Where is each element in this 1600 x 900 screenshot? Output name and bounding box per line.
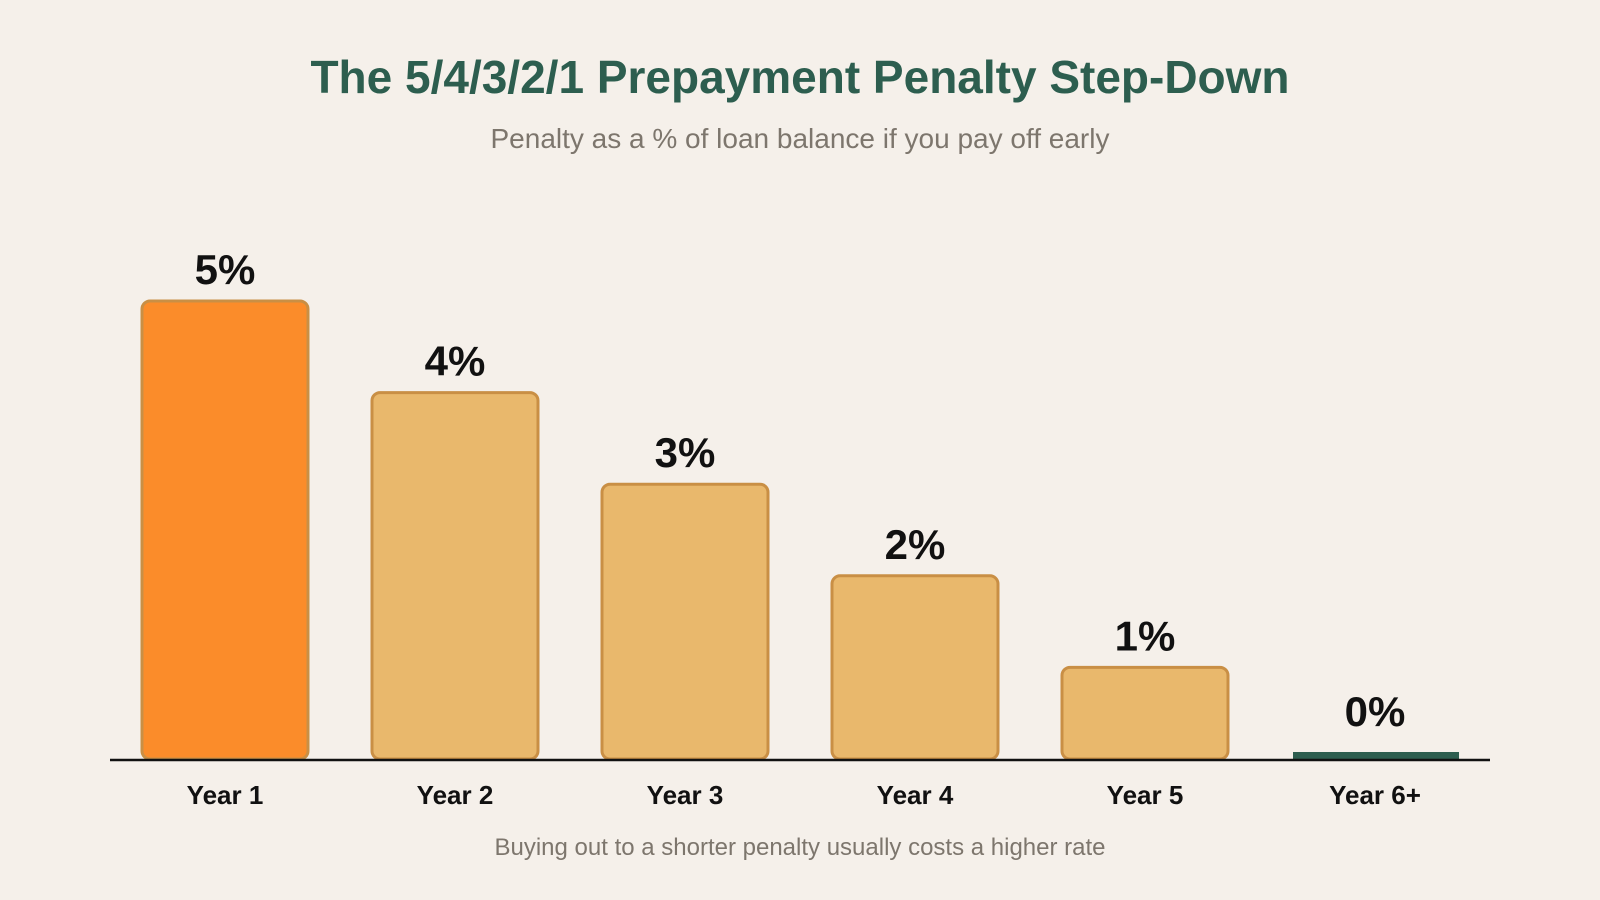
plot-area: 5% Year 1 4% Year 2 3% Year 3 2% Year 4 1% Year 5…	[140, 246, 1459, 810]
value-label: 4%	[425, 338, 486, 385]
value-label: 3%	[655, 429, 716, 476]
x-tick-label: Year 3	[647, 780, 724, 810]
value-label: 1%	[1115, 612, 1176, 659]
chart-subtitle: Penalty as a % of loan balance if you pa…	[491, 123, 1110, 154]
bar-year-2	[370, 391, 540, 761]
chart-footnote: Buying out to a shorter penalty usually …	[494, 834, 1105, 861]
chart-title: The 5/4/3/2/1 Prepayment Penalty Step-Do…	[310, 51, 1289, 103]
bar-year-6	[1293, 752, 1459, 759]
bar-year-3	[600, 482, 770, 761]
x-tick-label: Year 2	[417, 780, 494, 810]
bar-year-5	[1060, 665, 1230, 761]
value-label: 0%	[1345, 688, 1406, 735]
x-tick-label: Year 1	[187, 780, 264, 810]
x-tick-label: Year 4	[877, 780, 954, 810]
x-tick-label: Year 6+	[1329, 780, 1421, 810]
x-tick-label: Year 5	[1107, 780, 1184, 810]
bar-year-4	[830, 574, 1000, 761]
bar-year-1	[140, 299, 310, 761]
value-label: 5%	[195, 246, 256, 293]
value-label: 2%	[885, 521, 946, 568]
